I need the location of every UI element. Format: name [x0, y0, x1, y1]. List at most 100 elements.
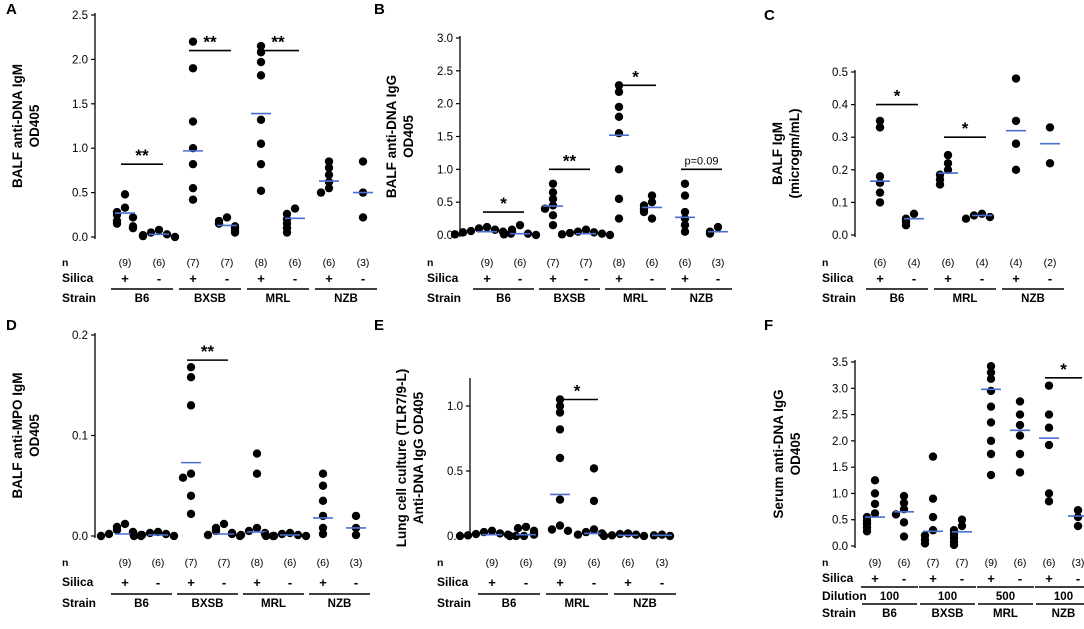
data-point [875, 123, 885, 132]
data-point [120, 190, 130, 199]
data-point [358, 157, 368, 166]
data-point [615, 529, 625, 539]
significance-label: * [894, 87, 901, 106]
data-point [1045, 159, 1055, 168]
panel-letter: D [6, 317, 17, 334]
row-label-n: n [62, 257, 68, 269]
group-mrl-silica [236, 449, 278, 541]
dilution-label: 100 [1054, 591, 1073, 603]
silica-sign: + [488, 575, 496, 590]
row-label-strain: Strain [437, 596, 471, 610]
data-point [555, 425, 565, 434]
group-nzb-control [1068, 506, 1084, 531]
data-point [112, 219, 122, 228]
data-point [899, 498, 909, 508]
data-point [188, 64, 198, 73]
significance-label: p=0.09 [685, 155, 719, 167]
data-point [318, 511, 328, 521]
silica-sign: + [929, 571, 937, 586]
data-point [128, 223, 138, 233]
data-point [324, 157, 334, 166]
y-axis-label: (microgm/mL) [787, 108, 802, 198]
data-point [256, 57, 266, 67]
silica-sign: + [876, 271, 884, 286]
data-point [985, 212, 995, 222]
data-point [957, 521, 967, 531]
n-count: (6) [323, 257, 336, 269]
data-point [282, 228, 292, 237]
data-point [935, 180, 945, 189]
n-count: (6) [622, 557, 635, 569]
data-point [986, 368, 996, 377]
data-point [589, 464, 599, 473]
n-count: (3) [712, 257, 725, 269]
data-point [1044, 440, 1054, 450]
group-mrl-silica [547, 395, 573, 535]
n-count: (4) [908, 257, 921, 269]
row-label-strain: Strain [822, 606, 856, 620]
data-point [318, 469, 328, 478]
group-bxsb-silica [178, 362, 201, 519]
data-point [597, 229, 607, 238]
silica-sign: - [1048, 271, 1052, 286]
data-point [1015, 449, 1025, 459]
row-label-strain: Strain [822, 291, 856, 305]
row-label-dilution: Dilution [822, 589, 867, 603]
data-point [145, 528, 155, 538]
data-point [581, 225, 591, 234]
y-tick-label: 0.1 [72, 431, 88, 443]
silica-sign: - [361, 271, 365, 286]
silica-sign: - [1076, 571, 1080, 586]
data-point [607, 531, 617, 540]
group-nzb-silica [313, 469, 333, 539]
group-b6-silica [870, 116, 890, 207]
n-count: (8) [255, 257, 268, 269]
data-point [680, 191, 690, 200]
data-point [949, 540, 959, 550]
group-mrl-control [1010, 397, 1030, 477]
silica-sign: + [257, 271, 265, 286]
silica-sign: + [871, 571, 879, 586]
silica-sign: - [660, 575, 664, 590]
data-point [555, 408, 565, 417]
data-point [188, 37, 198, 46]
silica-sign: - [293, 271, 297, 286]
panel-letter: E [374, 317, 384, 334]
data-point [318, 529, 328, 539]
silica-sign: - [902, 571, 906, 586]
data-point [986, 418, 996, 427]
data-point [555, 495, 565, 504]
data-point [986, 386, 996, 396]
group-b6-control [891, 491, 914, 541]
data-point [647, 191, 657, 200]
y-tick-label: 2.0 [832, 436, 848, 448]
group-mrl-silica [251, 41, 271, 196]
data-point [154, 225, 164, 235]
data-point [573, 530, 583, 539]
data-point [324, 170, 334, 180]
row-label-strain: Strain [427, 291, 461, 305]
panel-a: A BALF anti-DNA IgM OD405 0.0 0.5 1.0 1.5 2.0 2.… [6, 1, 377, 305]
silica-sign: + [189, 271, 197, 286]
data-point [495, 529, 505, 538]
n-count: (3) [350, 557, 363, 569]
data-point [1044, 497, 1054, 506]
y-tick-label: 0.5 [832, 515, 848, 527]
silica-sign: + [121, 271, 129, 286]
data-point [1073, 506, 1083, 515]
n-count: (6) [942, 257, 955, 269]
strain-label: BXSB [194, 293, 226, 305]
group-mrl-control [282, 204, 305, 237]
row-label-n: n [427, 257, 433, 269]
y-axis-label: Lung cell culture (TLR7/9-L) [394, 369, 409, 548]
data-point [482, 222, 492, 232]
n-count: (9) [985, 557, 998, 569]
data-point [458, 228, 468, 237]
silica-sign: - [716, 271, 720, 286]
row-label-silica: Silica [427, 271, 459, 285]
group-mrl-silica [981, 362, 1001, 480]
data-point [589, 228, 599, 237]
n-count: (8) [613, 257, 626, 269]
data-point [188, 117, 198, 126]
